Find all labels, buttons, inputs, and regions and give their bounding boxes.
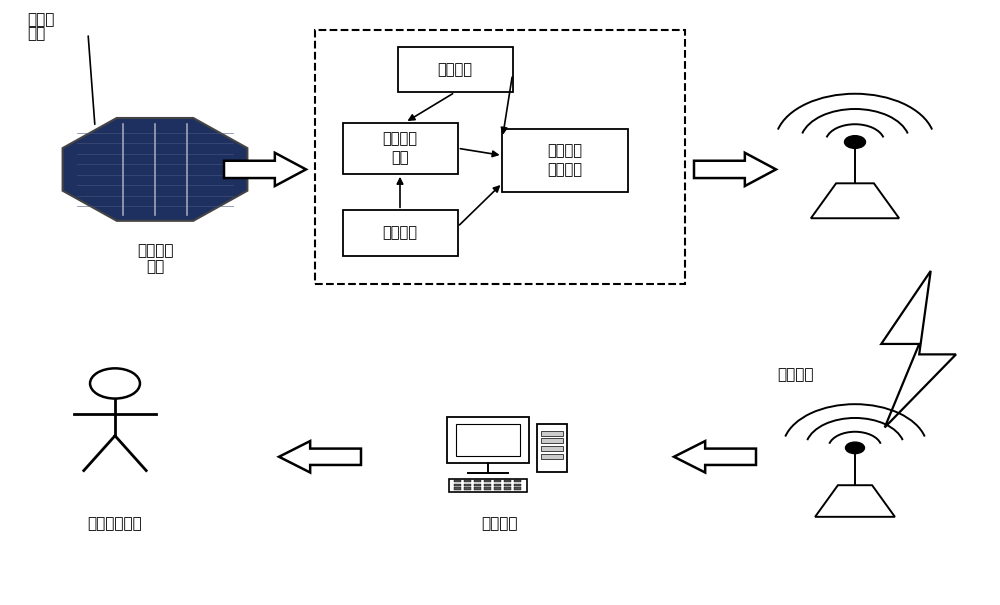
Circle shape bbox=[844, 136, 866, 148]
Text: 专业监控人员: 专业监控人员 bbox=[88, 516, 142, 531]
Polygon shape bbox=[811, 183, 899, 218]
Polygon shape bbox=[694, 153, 776, 186]
FancyBboxPatch shape bbox=[474, 488, 481, 490]
FancyBboxPatch shape bbox=[514, 488, 521, 490]
FancyBboxPatch shape bbox=[494, 480, 501, 483]
FancyBboxPatch shape bbox=[454, 488, 461, 490]
FancyBboxPatch shape bbox=[504, 484, 511, 486]
FancyBboxPatch shape bbox=[315, 30, 685, 284]
Polygon shape bbox=[63, 118, 247, 221]
Text: 无线数据
传输模块: 无线数据 传输模块 bbox=[548, 143, 582, 177]
FancyBboxPatch shape bbox=[494, 484, 501, 486]
FancyBboxPatch shape bbox=[537, 424, 567, 472]
Text: 无线通讯: 无线通讯 bbox=[777, 368, 813, 382]
FancyBboxPatch shape bbox=[342, 122, 458, 174]
FancyBboxPatch shape bbox=[456, 424, 520, 456]
FancyBboxPatch shape bbox=[474, 484, 481, 486]
Polygon shape bbox=[674, 441, 756, 473]
Text: 太阳能电: 太阳能电 bbox=[137, 244, 173, 258]
FancyBboxPatch shape bbox=[474, 480, 481, 483]
Circle shape bbox=[90, 368, 140, 399]
Text: 密盐检: 密盐检 bbox=[27, 12, 54, 27]
Text: 池板: 池板 bbox=[146, 259, 164, 273]
FancyBboxPatch shape bbox=[447, 417, 529, 462]
Circle shape bbox=[846, 442, 864, 454]
Text: 电源模块: 电源模块 bbox=[438, 62, 473, 77]
FancyBboxPatch shape bbox=[464, 488, 471, 490]
FancyBboxPatch shape bbox=[454, 484, 461, 486]
FancyBboxPatch shape bbox=[484, 488, 491, 490]
FancyBboxPatch shape bbox=[464, 484, 471, 486]
Text: 监控中心: 监控中心 bbox=[482, 516, 518, 531]
FancyBboxPatch shape bbox=[541, 454, 563, 459]
Polygon shape bbox=[881, 271, 956, 427]
Text: 测仪: 测仪 bbox=[27, 26, 45, 41]
FancyBboxPatch shape bbox=[514, 484, 521, 486]
FancyBboxPatch shape bbox=[449, 479, 527, 492]
FancyBboxPatch shape bbox=[484, 480, 491, 483]
FancyBboxPatch shape bbox=[342, 211, 458, 255]
FancyBboxPatch shape bbox=[398, 47, 513, 92]
FancyBboxPatch shape bbox=[504, 488, 511, 490]
Polygon shape bbox=[815, 485, 895, 517]
FancyBboxPatch shape bbox=[502, 129, 628, 192]
Polygon shape bbox=[279, 441, 361, 473]
FancyBboxPatch shape bbox=[494, 488, 501, 490]
Text: 处理模块: 处理模块 bbox=[382, 226, 418, 240]
FancyBboxPatch shape bbox=[484, 484, 491, 486]
FancyBboxPatch shape bbox=[504, 480, 511, 483]
FancyBboxPatch shape bbox=[464, 480, 471, 483]
FancyBboxPatch shape bbox=[541, 431, 563, 436]
Text: 数据采集
模块: 数据采集 模块 bbox=[382, 131, 418, 165]
Polygon shape bbox=[224, 153, 306, 186]
FancyBboxPatch shape bbox=[514, 480, 521, 483]
FancyBboxPatch shape bbox=[541, 446, 563, 451]
FancyBboxPatch shape bbox=[541, 438, 563, 443]
FancyBboxPatch shape bbox=[454, 480, 461, 483]
